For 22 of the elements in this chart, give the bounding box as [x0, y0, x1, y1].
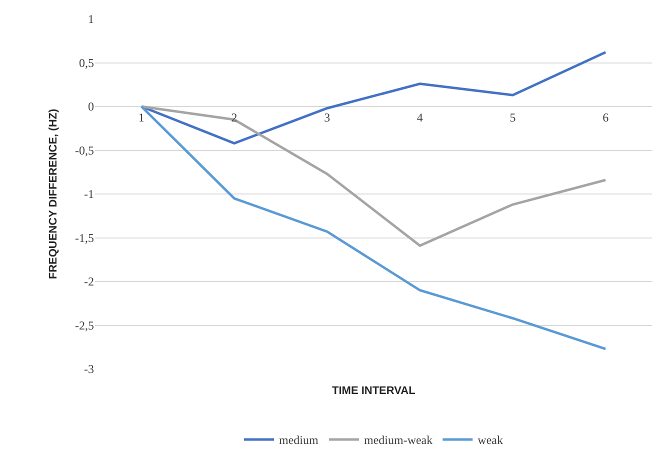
x-tick-label: 6 — [602, 110, 609, 124]
y-tick-label: -1,5 — [75, 230, 94, 245]
x-tick-label: 5 — [510, 110, 516, 124]
line-series — [140, 105, 607, 247]
x-tick-label: 3 — [324, 110, 330, 124]
line-series — [140, 105, 607, 350]
y-tick-label: 0,5 — [79, 56, 94, 70]
legend-label: medium — [279, 433, 319, 448]
y-tick-label: -1 — [84, 187, 94, 202]
x-tick-label: 1 — [138, 110, 144, 124]
y-tick-label: -2,5 — [75, 318, 94, 332]
y-tick-label: 0 — [88, 100, 94, 114]
y-tick-label: -3 — [84, 362, 94, 376]
y-axis-title: FREQUENCY DIFFERENCE, (HZ) — [48, 108, 60, 280]
x-axis-title: TIME INTERVAL — [332, 385, 416, 397]
x-tick-label: 4 — [416, 110, 423, 124]
legend-label: weak — [478, 433, 503, 448]
x-tick-label: 2 — [231, 110, 238, 124]
y-tick-label: -2 — [84, 274, 94, 289]
y-tick-label: 1 — [88, 12, 94, 26]
legend-label: medium-weak — [364, 433, 433, 448]
y-tick-label: -0,5 — [75, 143, 94, 158]
